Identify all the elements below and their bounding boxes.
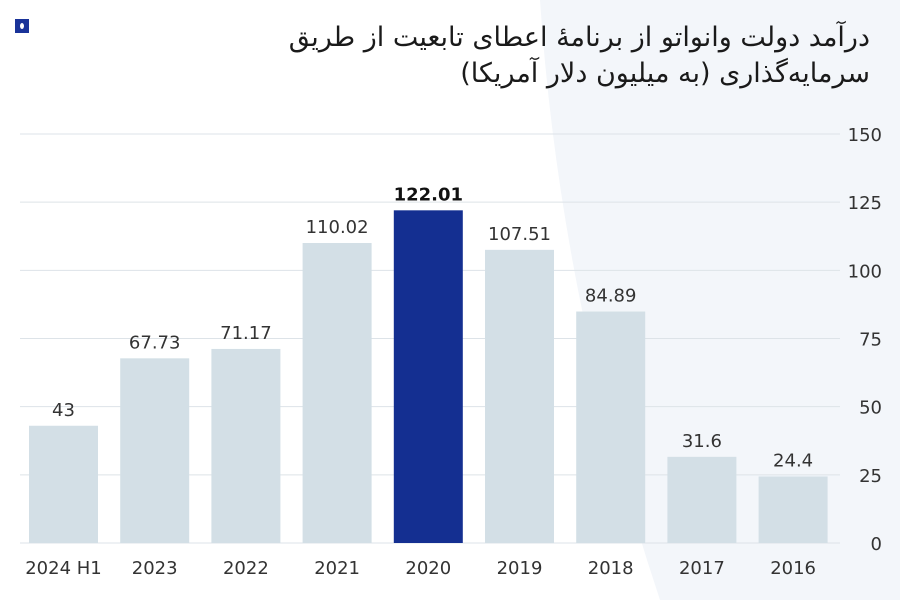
logo-icon — [15, 19, 29, 33]
bar-2017 — [667, 456, 737, 543]
bar-2018 — [576, 311, 646, 543]
y-tick-label: 150 — [848, 125, 882, 146]
y-tick-label: 0 — [871, 534, 882, 555]
data-label: 31.6 — [682, 431, 722, 452]
bar-2021 — [302, 243, 372, 543]
bar-2016 — [758, 476, 828, 543]
x-tick-label: 2023 — [132, 558, 178, 579]
x-tick-label: 2020 — [405, 558, 451, 579]
data-label: 122.01 — [394, 184, 463, 205]
y-tick-label: 50 — [859, 398, 882, 419]
y-tick-label: 100 — [848, 261, 882, 282]
x-tick-label: 2016 — [770, 558, 816, 579]
x-tick-label: 2021 — [314, 558, 360, 579]
x-tick-label: 2017 — [679, 558, 725, 579]
y-tick-label: 125 — [848, 193, 882, 214]
data-label: 107.51 — [488, 224, 551, 245]
y-tick-label: 25 — [859, 466, 882, 487]
chart-title: درآمد دولت وانواتو از برنامهٔ اعطای تابع… — [288, 22, 870, 89]
x-tick-label: 2024 H1 — [25, 558, 102, 579]
x-tick-label: 2018 — [588, 558, 634, 579]
data-label: 84.89 — [585, 286, 637, 307]
x-tick-label: 2019 — [497, 558, 543, 579]
y-tick-label: 75 — [859, 330, 882, 351]
data-label: 24.4 — [773, 450, 813, 471]
bar-2022 — [211, 348, 281, 543]
data-label: 71.17 — [220, 323, 272, 344]
data-label: 43 — [52, 400, 75, 421]
data-label: 110.02 — [306, 217, 369, 238]
x-tick-label: 2022 — [223, 558, 269, 579]
bar-2023 — [120, 358, 190, 543]
bar-2024-H1 — [29, 425, 98, 543]
bar-2019 — [485, 249, 554, 543]
data-label: 67.73 — [129, 332, 181, 353]
bar-2020 — [393, 210, 463, 543]
